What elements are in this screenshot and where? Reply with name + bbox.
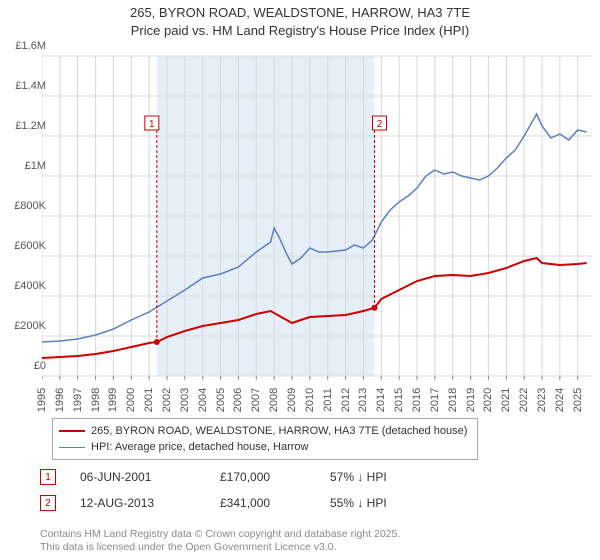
- marker-label: 2: [377, 119, 383, 130]
- x-axis-label: 2012: [340, 388, 352, 412]
- x-axis-label: 2017: [429, 388, 441, 412]
- x-axis-label: 2005: [215, 388, 227, 412]
- legend-swatch: [59, 430, 85, 432]
- x-axis-label: 2013: [357, 388, 369, 412]
- y-axis-label: £600K: [2, 240, 46, 252]
- x-axis-label: 2000: [125, 388, 137, 412]
- y-axis-label: £1.4M: [2, 80, 46, 92]
- x-axis-label: 2023: [536, 388, 548, 412]
- title-line-2: Price paid vs. HM Land Registry's House …: [131, 23, 469, 38]
- event-delta: 55% ↓ HPI: [330, 496, 387, 510]
- x-axis-label: 2018: [447, 388, 459, 412]
- title-line-1: 265, BYRON ROAD, WEALDSTONE, HARROW, HA3…: [130, 5, 470, 20]
- x-axis-label: 2002: [161, 388, 173, 412]
- y-axis-label: £1M: [2, 160, 46, 172]
- price-chart: 12: [42, 46, 592, 406]
- legend-item: 265, BYRON ROAD, WEALDSTONE, HARROW, HA3…: [59, 423, 467, 439]
- event-price: £341,000: [220, 496, 330, 510]
- y-axis-label: £400K: [2, 280, 46, 292]
- x-axis-label: 1999: [107, 388, 119, 412]
- marker-label: 1: [149, 119, 155, 130]
- y-axis-label: £200K: [2, 320, 46, 332]
- event-date: 12-AUG-2013: [80, 496, 220, 510]
- y-axis-label: £800K: [2, 200, 46, 212]
- chart-title: 265, BYRON ROAD, WEALDSTONE, HARROW, HA3…: [0, 0, 600, 39]
- x-axis-label: 2021: [500, 388, 512, 412]
- x-axis-label: 2004: [197, 388, 209, 412]
- footer-line-1: Contains HM Land Registry data © Crown c…: [40, 528, 400, 540]
- x-axis-label: 2014: [375, 388, 387, 412]
- legend-item: HPI: Average price, detached house, Harr…: [59, 439, 467, 455]
- legend: 265, BYRON ROAD, WEALDSTONE, HARROW, HA3…: [52, 418, 478, 460]
- event-date: 06-JUN-2001: [80, 470, 220, 484]
- x-axis-label: 2008: [268, 388, 280, 412]
- event-row: 1 06-JUN-2001£170,00057% ↓ HPI: [40, 464, 387, 490]
- x-axis-label: 1995: [36, 388, 48, 412]
- y-axis-label: £0: [2, 360, 46, 372]
- footer-attribution: Contains HM Land Registry data © Crown c…: [40, 528, 400, 554]
- x-axis-label: 2022: [518, 388, 530, 412]
- y-axis-label: £1.6M: [2, 40, 46, 52]
- x-axis-label: 1996: [54, 388, 66, 412]
- x-axis-label: 1998: [90, 388, 102, 412]
- x-axis-label: 2019: [465, 388, 477, 412]
- event-marker: 1: [40, 469, 56, 485]
- marker-dot: [154, 339, 160, 345]
- event-row: 2 12-AUG-2013£341,00055% ↓ HPI: [40, 490, 387, 516]
- x-axis-label: 2020: [482, 388, 494, 412]
- event-delta: 57% ↓ HPI: [330, 470, 387, 484]
- x-axis-label: 2011: [322, 388, 334, 412]
- x-axis-label: 2007: [250, 388, 262, 412]
- marker-dot: [372, 305, 378, 311]
- x-axis-label: 2006: [232, 388, 244, 412]
- x-axis-label: 2015: [393, 388, 405, 412]
- x-axis-label: 2025: [572, 388, 584, 412]
- sale-events-table: 1 06-JUN-2001£170,00057% ↓ HPI 2 12-AUG-201…: [40, 464, 387, 516]
- y-axis-label: £1.2M: [2, 120, 46, 132]
- footer-line-2: This data is licensed under the Open Gov…: [40, 541, 337, 553]
- event-marker: 2: [40, 495, 56, 511]
- x-axis-label: 2010: [304, 388, 316, 412]
- legend-label: 265, BYRON ROAD, WEALDSTONE, HARROW, HA3…: [91, 425, 467, 437]
- x-axis-label: 2016: [411, 388, 423, 412]
- x-axis-label: 2009: [286, 388, 298, 412]
- x-axis-label: 2003: [179, 388, 191, 412]
- legend-swatch: [59, 447, 85, 448]
- x-axis-label: 1997: [72, 388, 84, 412]
- x-axis-label: 2024: [554, 388, 566, 412]
- event-price: £170,000: [220, 470, 330, 484]
- x-axis-label: 2001: [143, 388, 155, 412]
- legend-label: HPI: Average price, detached house, Harr…: [91, 441, 308, 453]
